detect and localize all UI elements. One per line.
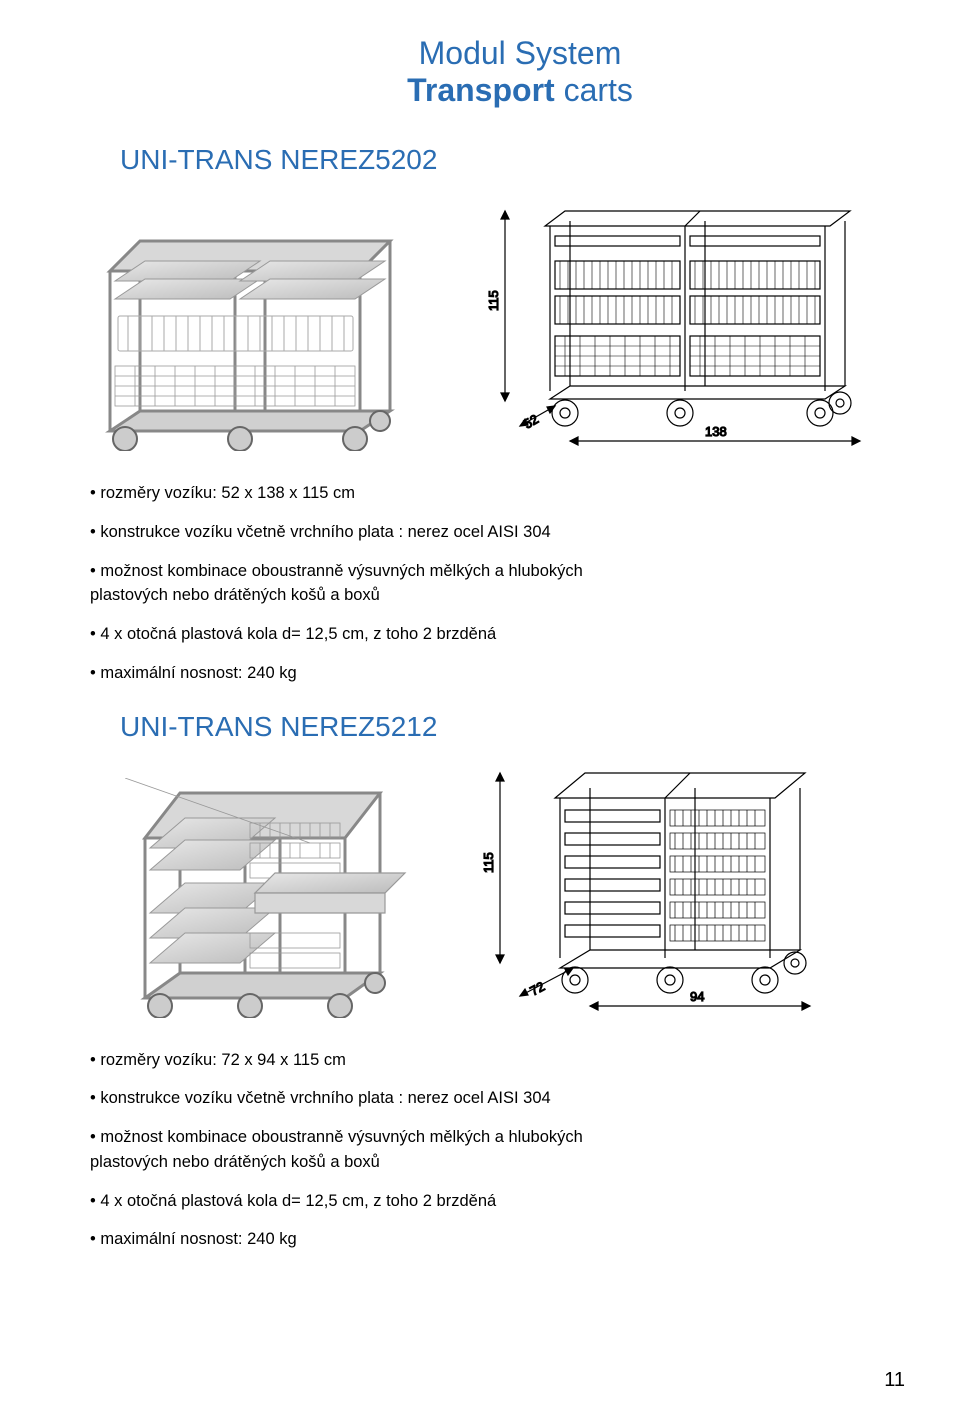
spec-item: konstrukce vozíku včetně vrchního plata …: [90, 520, 960, 545]
dim-height-1: 115: [486, 290, 501, 311]
product2-heading: UNI-TRANS NEREZ5212: [120, 711, 960, 743]
title-line2: Transport carts: [80, 72, 960, 109]
spec-item: maximální nosnost: 240 kg: [90, 661, 960, 686]
title-line1: Modul System: [80, 35, 960, 72]
product1-drawing: 115 52 138: [480, 191, 880, 456]
dim-depth-1: 52: [521, 411, 541, 431]
spec-item: rozměry vozíku: 52 x 138 x 115 cm: [90, 481, 960, 506]
product2-figure-row: 115 72 94: [0, 758, 960, 1023]
page-title: Modul System Transport carts: [80, 0, 960, 109]
spec-item: konstrukce vozíku včetně vrchního plata …: [90, 1086, 960, 1111]
dim-depth-2: 72: [527, 978, 547, 998]
dim-width-1: 138: [705, 424, 727, 439]
spec-item: možnost kombinace oboustranně výsuvných …: [90, 559, 960, 609]
product1-heading: UNI-TRANS NEREZ5202: [120, 144, 960, 176]
spec-item: rozměry vozíku: 72 x 94 x 115 cm: [90, 1048, 960, 1073]
spec-item: 4 x otočná plastová kola d= 12,5 cm, z t…: [90, 622, 960, 647]
product1-render: [80, 221, 420, 456]
spec-item: 4 x otočná plastová kola d= 12,5 cm, z t…: [90, 1189, 960, 1214]
title-line2-light: carts: [555, 72, 633, 108]
title-line2-bold: Transport: [407, 72, 555, 108]
product1-specs: rozměry vozíku: 52 x 138 x 115 cm konstr…: [90, 481, 960, 686]
dim-height-2: 115: [481, 852, 496, 873]
dim-width-2: 94: [690, 989, 704, 1004]
spec-item: maximální nosnost: 240 kg: [90, 1227, 960, 1252]
product2-render: [125, 778, 415, 1023]
spec-item: možnost kombinace oboustranně výsuvných …: [90, 1125, 960, 1175]
product1-figure-row: 115 52 138: [0, 191, 960, 456]
product2-drawing: 115 72 94: [475, 758, 835, 1023]
page-number: 11: [884, 1369, 905, 1392]
product2-specs: rozměry vozíku: 72 x 94 x 115 cm konstru…: [90, 1048, 960, 1253]
